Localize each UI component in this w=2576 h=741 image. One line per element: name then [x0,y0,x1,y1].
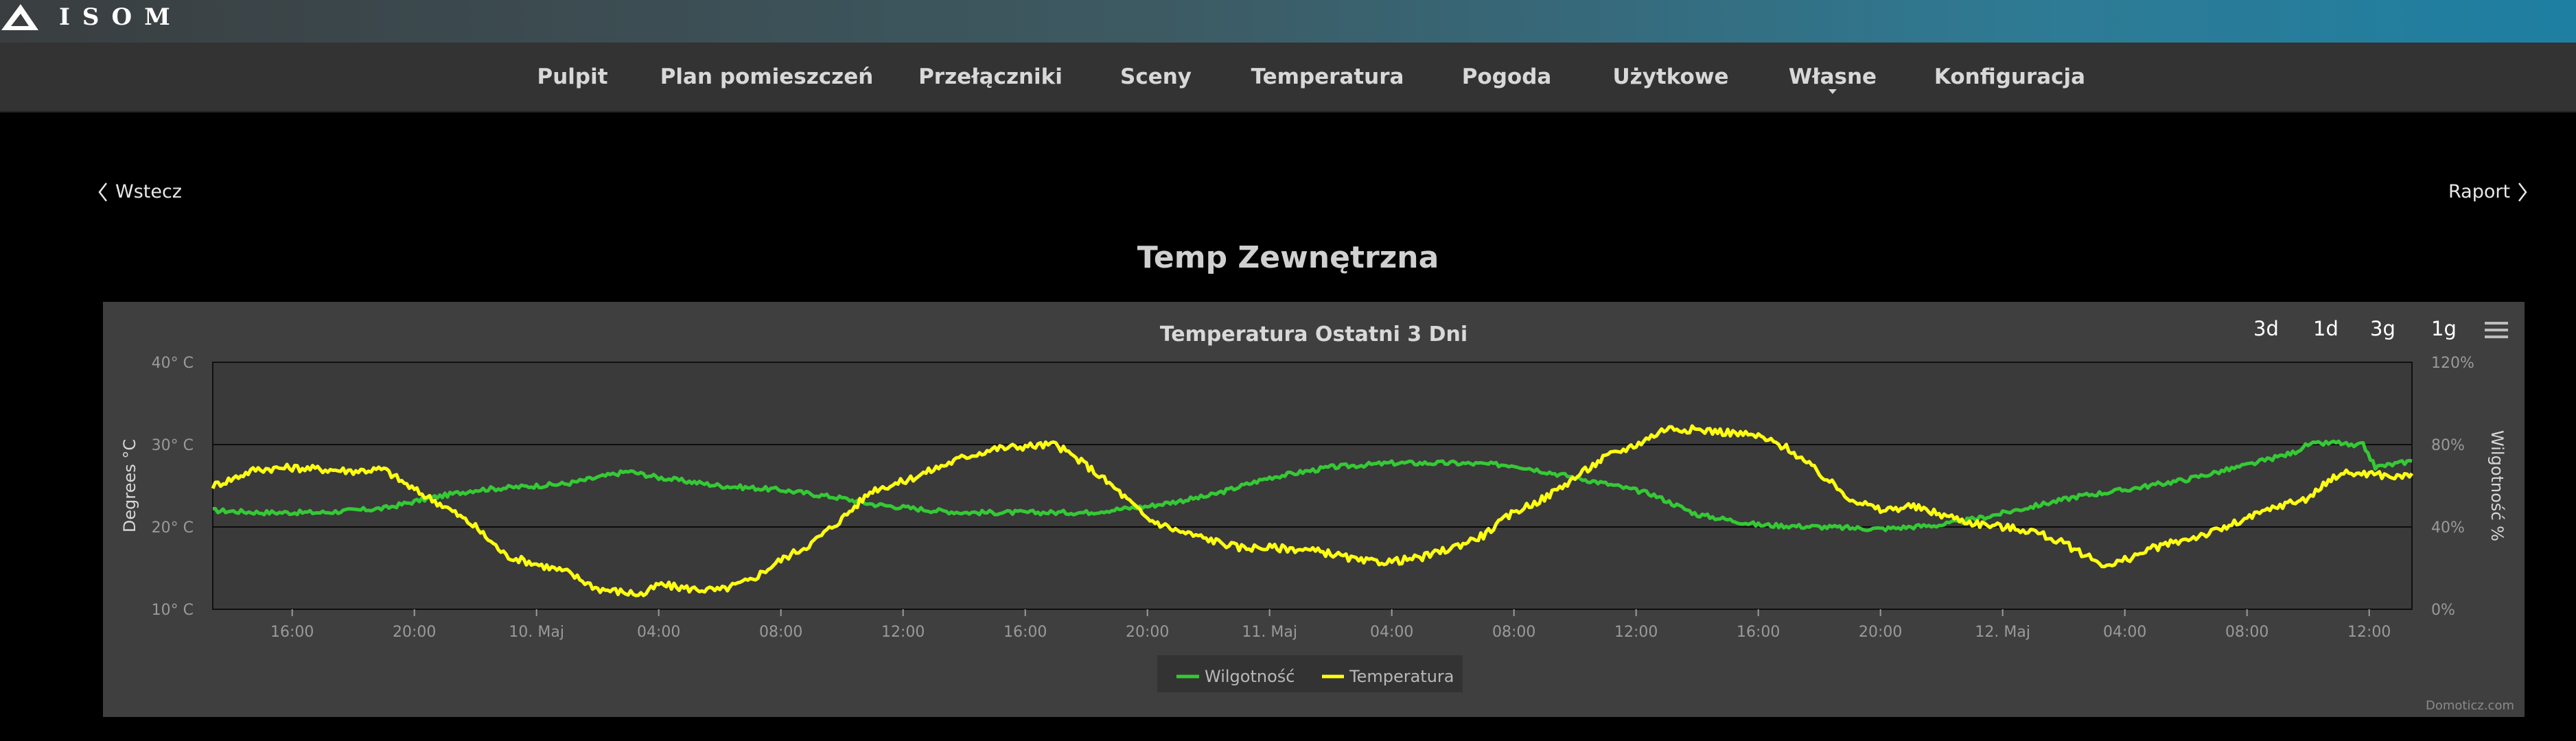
legend-item-temperature[interactable]: Temperatura [1322,667,1454,686]
logo-text: ISOM [59,3,183,31]
x-tick-label: 12:00 [881,624,925,641]
x-tick-label: 12. Maj [1975,624,2030,641]
x-tick-label: 08:00 [759,624,802,641]
x-tick-label: 12:00 [2347,624,2391,641]
x-tick-label: 20:00 [1126,624,1169,641]
brand-bar: ISOM [0,0,2576,43]
chart-svg: 16:00 20:00 10. Maj 04:00 08:00 12:00 16:00 20:… [120,322,2507,692]
x-tick-label: 11. Maj [1242,624,1297,641]
hamburger-menu-icon[interactable] [2485,320,2508,340]
report-link[interactable]: Raport [2448,181,2528,202]
y-axis-left: 10° C 20° C 30° C 40° C [152,355,194,619]
range-button-1g[interactable]: 1g [2431,317,2457,340]
legend-label-humidity: Wilgotność [1205,667,1295,686]
nav-item-uzytkowe[interactable]: Użytkowe [1612,64,1729,89]
nav-item-konfiguracja[interactable]: Konfiguracja [1934,64,2086,89]
chevron-right-icon [2518,182,2527,202]
back-link[interactable]: Wstecz [97,181,182,202]
x-tick-label: 08:00 [1492,624,1535,641]
x-tick-label: 12:00 [1614,624,1658,641]
x-axis: 16:00 20:00 10. Maj 04:00 08:00 12:00 16:00 20:… [270,609,2391,641]
series-lines [211,424,2414,598]
nav-item-wlasne[interactable]: Własne [1789,43,1877,111]
range-button-1d[interactable]: 1d [2313,317,2339,340]
grid-lines [213,444,2412,528]
y-left-axis-label: Degrees °C [120,439,139,532]
credit-link[interactable]: Domoticz.com [2426,698,2514,713]
x-tick-label: 10. Maj [509,624,564,641]
back-label: Wstecz [115,181,182,202]
nav-item-przelaczniki[interactable]: Przełączniki [918,64,1063,89]
nav-item-sceny[interactable]: Sceny [1119,64,1192,89]
nav-item-plan-pomieszczen[interactable]: Plan pomieszczeń [660,64,874,89]
x-tick-label: 16:00 [270,624,314,641]
range-button-3d[interactable]: 3d [2253,317,2279,340]
chart-panel: 16:00 20:00 10. Maj 04:00 08:00 12:00 16:00 20:… [103,302,2525,717]
chart-title: Temperatura Ostatni 3 Dni [1160,322,1467,346]
x-tick-label: 04:00 [1370,624,1413,641]
y-right-tick-label: 40% [2431,519,2465,537]
range-button-3g[interactable]: 3g [2370,317,2395,340]
y-right-tick-label: 80% [2431,437,2465,454]
x-tick-label: 04:00 [637,624,680,641]
nav-item-temperatura[interactable]: Temperatura [1251,64,1404,89]
x-tick-label: 16:00 [1737,624,1780,641]
chevron-left-icon [98,182,107,202]
y-left-tick-label: 30° C [152,437,194,454]
legend-label-temperature: Temperatura [1349,667,1454,686]
dropdown-caret-icon [1828,89,1837,94]
x-tick-label: 04:00 [2103,624,2146,641]
humidity-series-line [213,439,2413,532]
y-right-tick-label: 120% [2431,355,2474,372]
main-nav: Pulpit Plan pomieszczeń Przełączniki Sce… [0,43,2576,113]
nav-item-pulpit[interactable]: Pulpit [537,64,608,89]
isom-logo[interactable]: ISOM [0,1,183,33]
y-left-tick-label: 20° C [152,519,194,537]
x-tick-label: 16:00 [1003,624,1047,641]
legend-item-humidity[interactable]: Wilgotność [1176,667,1295,686]
logo-mark-icon [1,4,38,30]
chart-legend: Wilgotność Temperatura [1157,655,1463,692]
x-tick-label: 08:00 [2225,624,2268,641]
temperature-series-line [211,424,2414,598]
y-left-tick-label: 40° C [152,355,194,372]
y-left-tick-label: 10° C [152,602,194,619]
x-tick-label: 20:00 [1859,624,1902,641]
nav-item-pogoda[interactable]: Pogoda [1461,64,1552,89]
x-tick-label: 20:00 [393,624,436,641]
y-right-axis-label-visible: Wilgotność % [2487,430,2507,541]
report-label: Raport [2448,181,2511,202]
page-title: Temp Zewnętrzna [1137,240,1439,275]
nav-item-wlasne-label: Własne [1788,64,1877,89]
y-right-tick-label: 0% [2431,602,2455,619]
y-axis-right: 0% 40% 80% 120% [2431,355,2474,619]
